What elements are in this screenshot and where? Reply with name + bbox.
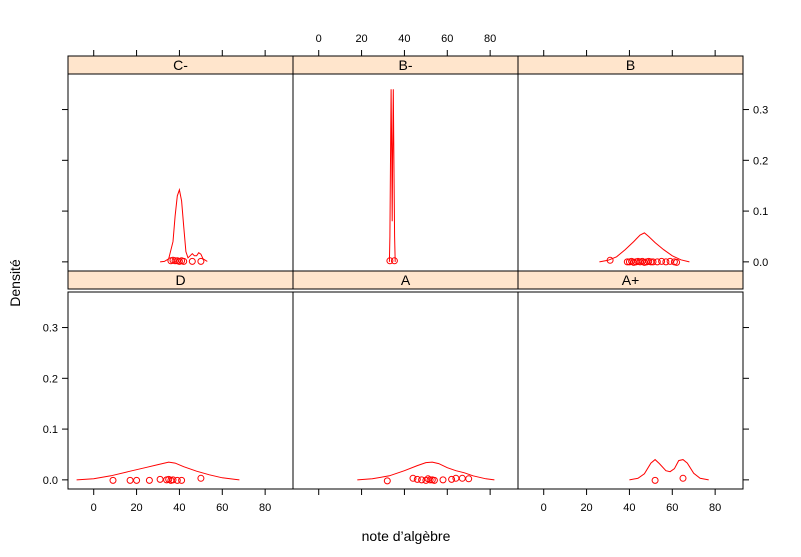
data-point: [178, 476, 186, 484]
panel-D: D: [67, 270, 294, 490]
strip-A+: [517, 270, 744, 290]
panel-border: [67, 73, 294, 272]
panels: C- B- B D A A+: [67, 55, 744, 490]
panel-B-: B-: [292, 55, 519, 272]
data-point: [649, 258, 657, 266]
data-point: [452, 474, 460, 482]
data-point: [458, 474, 466, 482]
data-point: [383, 477, 391, 485]
y-tick-label: 0.0: [753, 257, 768, 269]
data-point: [413, 475, 421, 483]
data-point: [126, 476, 134, 484]
data-point: [197, 257, 205, 265]
density-curve: [599, 232, 690, 263]
data-point: [465, 475, 473, 483]
data-point: [133, 476, 141, 484]
data-point: [145, 476, 153, 484]
panel-border: [292, 291, 519, 490]
strip-label: A+: [622, 272, 640, 288]
strip-label: A: [401, 272, 411, 288]
data-point: [390, 257, 398, 265]
data-point: [448, 475, 456, 483]
x-tick-label: 60: [441, 33, 453, 45]
data-point: [666, 257, 674, 265]
data-point: [180, 257, 188, 265]
y-tick-label: 0.0: [43, 475, 58, 487]
panel-A+: A+: [517, 270, 744, 490]
data-point: [430, 476, 438, 484]
x-tick-label: 80: [484, 33, 496, 45]
x-tick-label: 60: [666, 502, 678, 514]
x-tick-label: 60: [216, 502, 228, 514]
panel-border: [292, 73, 519, 272]
density-curve: [76, 461, 240, 481]
y-tick-label: 0.2: [43, 373, 58, 385]
data-point: [409, 474, 417, 482]
y-tick-label: 0.2: [753, 155, 768, 167]
density-curve: [388, 89, 396, 262]
data-point: [651, 476, 659, 484]
data-point: [188, 257, 196, 265]
x-axis-label: note d’algèbre: [362, 528, 451, 544]
panel-C-: C-: [67, 55, 294, 272]
panel-border: [67, 291, 294, 490]
data-point: [386, 257, 394, 265]
density-curve: [357, 461, 495, 481]
data-point: [418, 476, 426, 484]
panel-A: A: [292, 270, 519, 490]
x-tick-label: 40: [623, 502, 635, 514]
y-tick-label: 0.1: [753, 206, 768, 218]
strip-label: B: [626, 57, 635, 73]
x-tick-label: 40: [173, 502, 185, 514]
data-point: [439, 476, 447, 484]
x-tick-label: 20: [580, 502, 592, 514]
strip-label: D: [175, 272, 185, 288]
data-point: [173, 476, 181, 484]
panel-border: [517, 73, 744, 272]
strip-label: B-: [399, 57, 413, 73]
data-point: [679, 474, 687, 482]
y-tick-label: 0.3: [753, 105, 768, 117]
axes: 0 20 40 60 80 0 20 40 60 80 0 20 40 60 80 0.0 0.1 0.2 0.3 0…: [43, 33, 769, 514]
data-point: [673, 258, 681, 266]
data-point: [197, 474, 205, 482]
x-tick-label: 20: [355, 33, 367, 45]
x-tick-label: 80: [259, 502, 271, 514]
strip-label: C-: [173, 57, 188, 73]
data-point: [662, 258, 670, 266]
data-point: [606, 256, 614, 264]
x-tick-label: 0: [316, 33, 322, 45]
x-tick-label: 0: [541, 502, 547, 514]
panel-border: [517, 291, 744, 490]
data-point: [109, 476, 117, 484]
density-curve: [160, 187, 208, 263]
y-tick-label: 0.3: [43, 323, 58, 335]
data-point: [156, 475, 164, 483]
panel-B: B: [517, 55, 744, 272]
x-tick-label: 40: [398, 33, 410, 45]
x-tick-label: 20: [130, 502, 142, 514]
y-axis-label: Densité: [7, 259, 23, 307]
density-curve: [629, 458, 709, 481]
y-tick-label: 0.1: [43, 424, 58, 436]
x-tick-label: 0: [91, 502, 97, 514]
data-point: [658, 257, 666, 265]
data-point: [426, 476, 434, 484]
data-point: [653, 258, 661, 266]
x-tick-label: 80: [709, 502, 721, 514]
data-point: [169, 476, 177, 484]
